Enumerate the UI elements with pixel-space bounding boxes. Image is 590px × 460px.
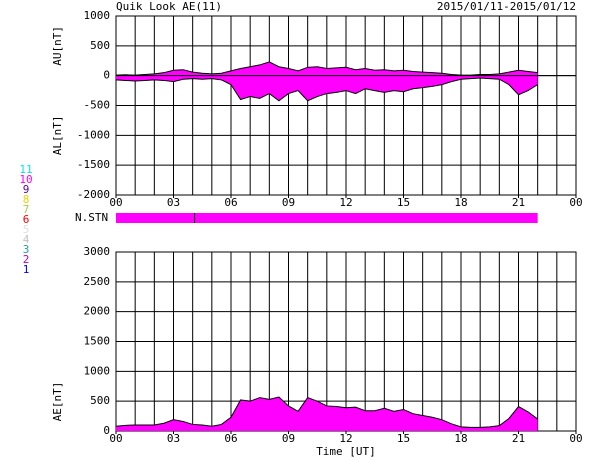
y-tick-label: -1500 [77,158,110,171]
x-tick-label: 03 [167,432,180,445]
y-axis-label: AU[nT] [51,26,64,66]
date-range: 2015/01/11-2015/01/12 [437,0,576,13]
y-tick-label: 1000 [84,364,111,377]
y-axis-label: AE[nT] [51,382,64,422]
station-number: 4 [23,233,30,246]
y-tick-label: -500 [84,99,111,112]
area-outline [115,61,538,76]
station-number: 1 [23,263,30,276]
station-number: 7 [23,203,30,216]
x-tick-label: 00 [109,432,122,445]
y-axis-label: AL[nT] [51,115,64,155]
x-tick-label: 12 [339,196,352,209]
station-number: 2 [23,253,30,266]
y-tick-label: -1000 [77,128,110,141]
y-tick-label: 500 [90,39,110,52]
x-tick-label: 00 [109,196,122,209]
station-number: 11 [19,163,32,176]
station-number: 6 [23,213,30,226]
plot-frame [115,15,577,196]
station-number: 10 [19,173,32,186]
x-tick-label: 18 [454,196,467,209]
x-axis-label: Time [UT] [316,445,376,458]
x-tick-label: 21 [512,196,525,209]
y-tick-label: 1500 [84,335,111,348]
area [116,75,538,101]
y-tick-label: -2000 [77,188,110,201]
area [116,396,538,431]
y-tick-label: 1000 [84,9,111,22]
y-tick-label: 2500 [84,275,111,288]
x-tick-label: 12 [339,432,352,445]
x-tick-label: 21 [512,432,525,445]
y-tick-label: 500 [90,394,110,407]
station-number: 9 [23,183,30,196]
x-tick-label: 00 [569,196,582,209]
station-number: 3 [23,243,30,256]
nstn-bar [116,213,538,223]
chart-title: Quik Look AE(11) [116,0,222,13]
x-tick-label: 03 [167,196,180,209]
x-tick-label: 18 [454,432,467,445]
station-number: 5 [23,223,30,236]
area-outline [115,396,538,428]
x-tick-label: 06 [224,432,237,445]
x-tick-label: 06 [224,196,237,209]
y-tick-label: 0 [103,69,110,82]
x-tick-label: 15 [397,196,410,209]
x-tick-label: 09 [282,196,295,209]
x-tick-label: 15 [397,432,410,445]
area-outline [115,77,538,102]
x-tick-label: 09 [282,432,295,445]
y-tick-label: 0 [103,424,110,437]
x-tick-label: 00 [569,432,582,445]
y-tick-label: 3000 [84,245,111,258]
station-number: 8 [23,193,30,206]
y-tick-label: 2000 [84,305,111,318]
nstn-label: N.STN [75,211,108,224]
